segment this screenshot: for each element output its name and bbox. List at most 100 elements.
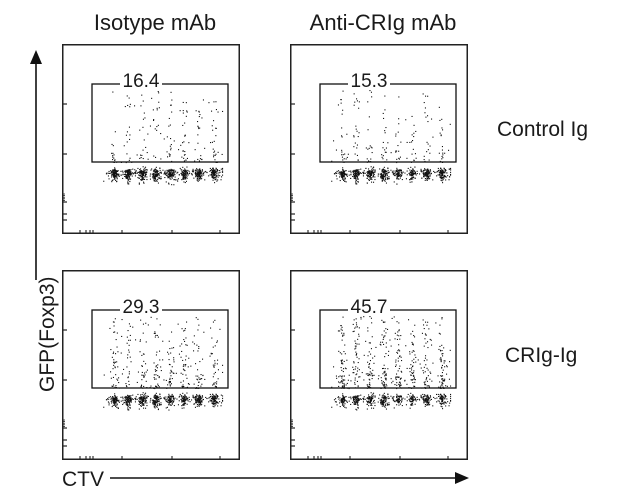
event-dot <box>356 172 358 174</box>
event-dot <box>372 397 374 399</box>
gate-label-bg <box>120 70 162 90</box>
event-dot <box>440 385 442 387</box>
event-dot <box>168 363 170 365</box>
event-dot <box>343 334 345 336</box>
event-dot <box>122 400 124 402</box>
event-dot <box>444 401 446 403</box>
event-dot <box>125 401 127 403</box>
event-dot <box>358 101 360 103</box>
event-dot <box>135 170 137 172</box>
event-dot <box>193 350 195 352</box>
event-dot <box>150 169 152 171</box>
event-dot <box>399 396 401 398</box>
event-dot <box>143 171 145 173</box>
event-dot <box>196 405 198 407</box>
event-dot <box>380 341 382 343</box>
event-dot <box>399 355 401 357</box>
event-dot <box>396 158 398 160</box>
event-dot <box>117 407 119 409</box>
event-dot <box>410 379 412 381</box>
event-dot <box>128 173 130 175</box>
event-dot <box>427 399 429 401</box>
event-dot <box>384 177 386 179</box>
event-dot <box>122 177 124 179</box>
dot-plot-control-isotype: 16.4 <box>62 44 240 234</box>
event-dot <box>158 107 160 109</box>
event-dot <box>382 373 384 375</box>
event-dot <box>135 396 137 398</box>
event-dot <box>420 169 422 171</box>
event-dot <box>154 171 156 173</box>
event-dot <box>116 173 118 175</box>
event-dot <box>213 156 215 158</box>
event-dot <box>382 338 384 340</box>
event-dot <box>216 341 218 343</box>
event-dot <box>201 383 203 385</box>
event-dot <box>438 106 440 108</box>
event-dot <box>343 396 345 398</box>
event-dot <box>445 402 447 404</box>
event-dot <box>354 401 356 403</box>
event-dot <box>129 398 131 400</box>
event-dot <box>384 180 386 182</box>
event-dot <box>118 399 120 401</box>
event-dot <box>115 170 117 172</box>
event-dot <box>124 399 126 401</box>
event-dot <box>201 403 203 405</box>
event-dot <box>430 170 432 172</box>
event-dot <box>140 105 142 107</box>
event-dot <box>154 128 156 130</box>
event-dot <box>395 361 397 363</box>
event-dot <box>127 405 129 407</box>
event-dot <box>149 175 151 177</box>
event-dot <box>392 380 394 382</box>
event-dot <box>154 395 156 397</box>
event-dot <box>222 174 224 176</box>
event-dot <box>170 400 172 402</box>
event-dot <box>164 398 166 400</box>
event-dot <box>211 353 213 355</box>
event-dot <box>112 396 114 398</box>
event-dot <box>202 399 204 401</box>
event-dot <box>130 171 132 173</box>
event-dot <box>424 333 426 335</box>
event-dot <box>127 174 129 176</box>
event-dot <box>156 129 158 131</box>
event-dot <box>130 361 132 363</box>
event-dot <box>112 159 114 161</box>
event-dot <box>157 179 159 181</box>
event-dot <box>142 392 144 394</box>
event-dot <box>211 173 213 175</box>
event-dot <box>414 385 416 387</box>
event-dot <box>116 399 118 401</box>
event-dot <box>107 398 109 400</box>
event-dot <box>404 379 406 381</box>
event-dot <box>128 174 130 176</box>
event-dot <box>176 172 178 174</box>
event-dot <box>369 363 371 365</box>
event-dot <box>118 174 120 176</box>
event-dot <box>156 370 158 372</box>
event-dot <box>193 171 195 173</box>
event-dot <box>132 168 134 170</box>
event-dot <box>155 365 157 367</box>
event-dot <box>181 169 183 171</box>
event-dot <box>369 175 371 177</box>
event-dot <box>173 173 175 175</box>
event-dot <box>198 402 200 404</box>
event-dot <box>421 397 423 399</box>
event-dot <box>422 170 424 172</box>
event-dot <box>415 356 417 358</box>
event-dot <box>128 177 130 179</box>
event-dot <box>383 175 385 177</box>
event-dot <box>410 404 412 406</box>
event-dot <box>442 353 444 355</box>
event-dot <box>398 123 400 125</box>
event-dot <box>342 334 344 336</box>
event-dot <box>185 176 187 178</box>
event-dot <box>185 364 187 366</box>
event-dot <box>358 343 360 345</box>
event-dot <box>414 403 416 405</box>
event-dot <box>345 384 347 386</box>
event-dot <box>368 394 370 396</box>
